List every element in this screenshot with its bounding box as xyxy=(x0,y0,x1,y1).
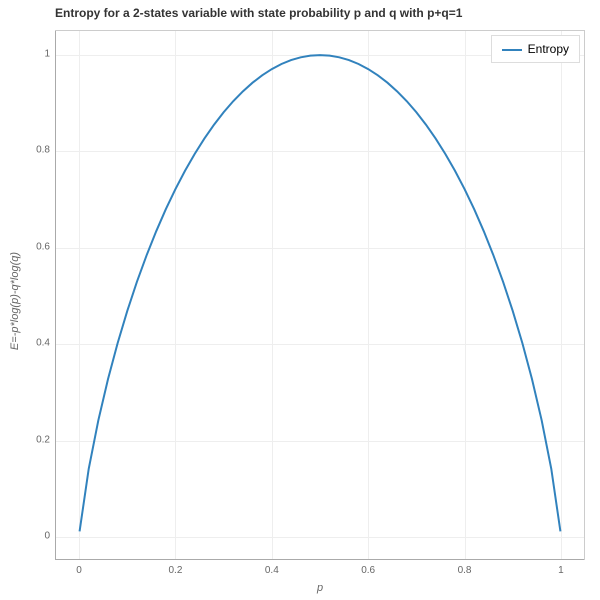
legend-label: Entropy xyxy=(528,42,569,56)
y-tick-label: 0.4 xyxy=(30,338,50,349)
entropy-line xyxy=(80,55,561,531)
legend: Entropy xyxy=(491,35,580,63)
x-tick-label: 0.4 xyxy=(265,565,279,576)
x-tick-label: 0.6 xyxy=(361,565,375,576)
y-axis-label: E=-p*log(p)-q*log(q) xyxy=(9,252,21,350)
x-tick-label: 0.8 xyxy=(458,565,472,576)
x-tick-label: 0.2 xyxy=(169,565,183,576)
x-tick-label: 1 xyxy=(558,565,564,576)
x-tick-label: 0 xyxy=(76,565,82,576)
y-tick-label: 0.6 xyxy=(30,241,50,252)
y-tick-label: 0.2 xyxy=(30,434,50,445)
legend-swatch xyxy=(502,49,522,51)
x-axis-label: p xyxy=(317,582,323,594)
y-tick-label: 0 xyxy=(30,530,50,541)
y-tick-label: 1 xyxy=(30,49,50,60)
plot-area: Entropy xyxy=(55,30,585,560)
chart-title: Entropy for a 2-states variable with sta… xyxy=(55,6,462,20)
y-tick-label: 0.8 xyxy=(30,145,50,156)
entropy-chart: Entropy for a 2-states variable with sta… xyxy=(0,0,600,600)
line-svg xyxy=(55,31,585,561)
